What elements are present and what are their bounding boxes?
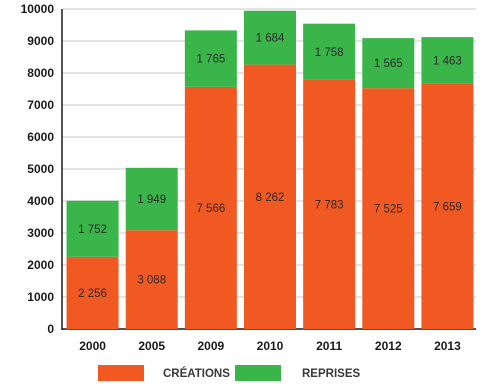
bar-creations-2005 bbox=[125, 230, 178, 329]
bar-reprises-2012 bbox=[362, 38, 415, 89]
bar-reprises-2000 bbox=[66, 200, 119, 257]
x-tick-label: 2012 bbox=[375, 339, 402, 353]
data-label: 1 949 bbox=[137, 194, 166, 206]
x-tick-label: 2000 bbox=[79, 339, 106, 353]
y-tick-label: 0 bbox=[47, 322, 54, 336]
legend-label-reprises: REPRISES bbox=[302, 368, 360, 380]
data-label: 3 088 bbox=[137, 275, 166, 287]
x-tick-label: 2011 bbox=[316, 339, 342, 353]
bar-creations-2013 bbox=[421, 83, 474, 329]
y-tick-label: 3000 bbox=[27, 226, 54, 240]
y-tick-label: 10000 bbox=[21, 2, 55, 16]
y-tick-label: 6000 bbox=[27, 130, 54, 144]
x-tick-label: 2005 bbox=[138, 339, 165, 353]
bar-reprises-2009 bbox=[184, 30, 237, 87]
data-label: 7 566 bbox=[196, 203, 225, 215]
legend-swatch-reprises bbox=[235, 365, 281, 381]
legend-swatch-creations bbox=[98, 365, 144, 381]
y-tick-label: 1000 bbox=[27, 290, 54, 304]
y-tick-label: 7000 bbox=[27, 98, 54, 112]
data-label: 2 256 bbox=[78, 288, 107, 300]
data-label: 1 463 bbox=[433, 56, 462, 68]
y-tick-label: 5000 bbox=[27, 162, 54, 176]
x-tick-label: 2009 bbox=[198, 339, 225, 353]
legend-label-creations: CRÉATIONS bbox=[163, 367, 230, 380]
bar-reprises-2005 bbox=[125, 167, 178, 231]
bar-creations-2012 bbox=[362, 88, 415, 329]
bar-reprises-2013 bbox=[421, 37, 474, 84]
data-label: 1 765 bbox=[196, 54, 225, 66]
data-label: 7 659 bbox=[433, 201, 462, 213]
data-label: 1 684 bbox=[256, 33, 285, 45]
y-tick-label: 9000 bbox=[27, 34, 54, 48]
data-label: 7 525 bbox=[374, 204, 403, 216]
x-tick-label: 2013 bbox=[434, 339, 461, 353]
x-tick-label: 2010 bbox=[257, 339, 284, 353]
data-label: 8 262 bbox=[256, 192, 285, 204]
bar-creations-2011 bbox=[303, 79, 356, 329]
y-tick-label: 2000 bbox=[27, 258, 54, 272]
data-label: 1 758 bbox=[315, 47, 344, 59]
data-label: 7 783 bbox=[315, 199, 344, 211]
bar-creations-2010 bbox=[244, 64, 296, 329]
y-tick-label: 4000 bbox=[27, 194, 54, 208]
data-label: 1 565 bbox=[374, 58, 403, 70]
data-label: 1 752 bbox=[78, 224, 107, 236]
bar-creations-2000 bbox=[66, 256, 119, 329]
bar-reprises-2011 bbox=[303, 23, 356, 80]
y-tick-label: 8000 bbox=[27, 66, 54, 80]
bar-creations-2009 bbox=[184, 86, 237, 329]
bar-reprises-2010 bbox=[244, 10, 296, 65]
